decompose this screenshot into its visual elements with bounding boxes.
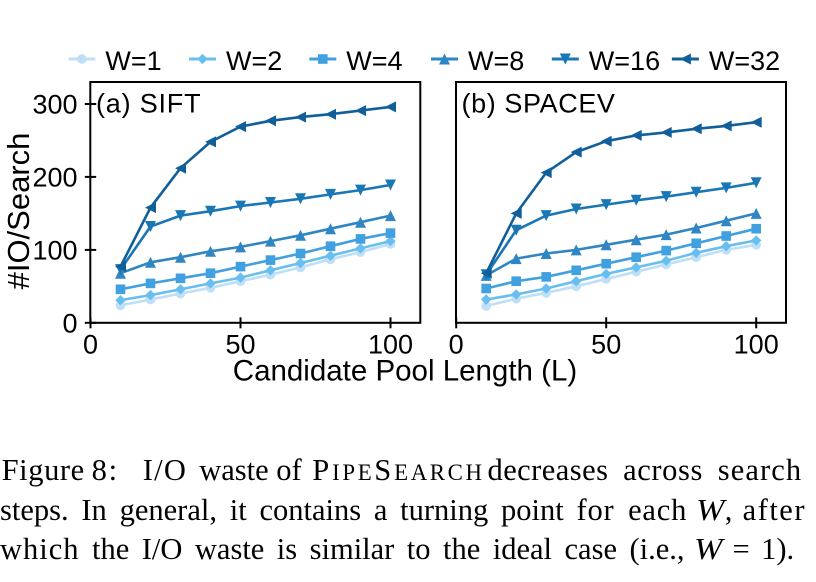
svg-text:0: 0 bbox=[62, 308, 77, 338]
svg-text:200: 200 bbox=[32, 163, 77, 193]
svg-text:(a) SIFT: (a) SIFT bbox=[96, 89, 201, 119]
svg-text:W=1: W=1 bbox=[105, 46, 161, 76]
svg-text:W=2: W=2 bbox=[226, 46, 282, 76]
svg-text:#IO/Search: #IO/Search bbox=[1, 133, 36, 290]
svg-text:100: 100 bbox=[734, 330, 779, 360]
svg-text:W=8: W=8 bbox=[468, 46, 524, 76]
svg-text:0: 0 bbox=[449, 330, 464, 360]
svg-text:W=32: W=32 bbox=[709, 46, 780, 76]
svg-text:Candidate Pool Length (L): Candidate Pool Length (L) bbox=[233, 354, 577, 387]
svg-text:0: 0 bbox=[83, 330, 98, 360]
svg-text:50: 50 bbox=[225, 330, 255, 360]
svg-text:50: 50 bbox=[591, 330, 621, 360]
svg-text:(b) SPACEV: (b) SPACEV bbox=[462, 89, 616, 119]
svg-text:300: 300 bbox=[32, 90, 77, 120]
svg-text:W=16: W=16 bbox=[589, 46, 660, 76]
svg-text:W=4: W=4 bbox=[346, 46, 402, 76]
svg-text:100: 100 bbox=[368, 330, 413, 360]
svg-text:100: 100 bbox=[32, 236, 77, 266]
